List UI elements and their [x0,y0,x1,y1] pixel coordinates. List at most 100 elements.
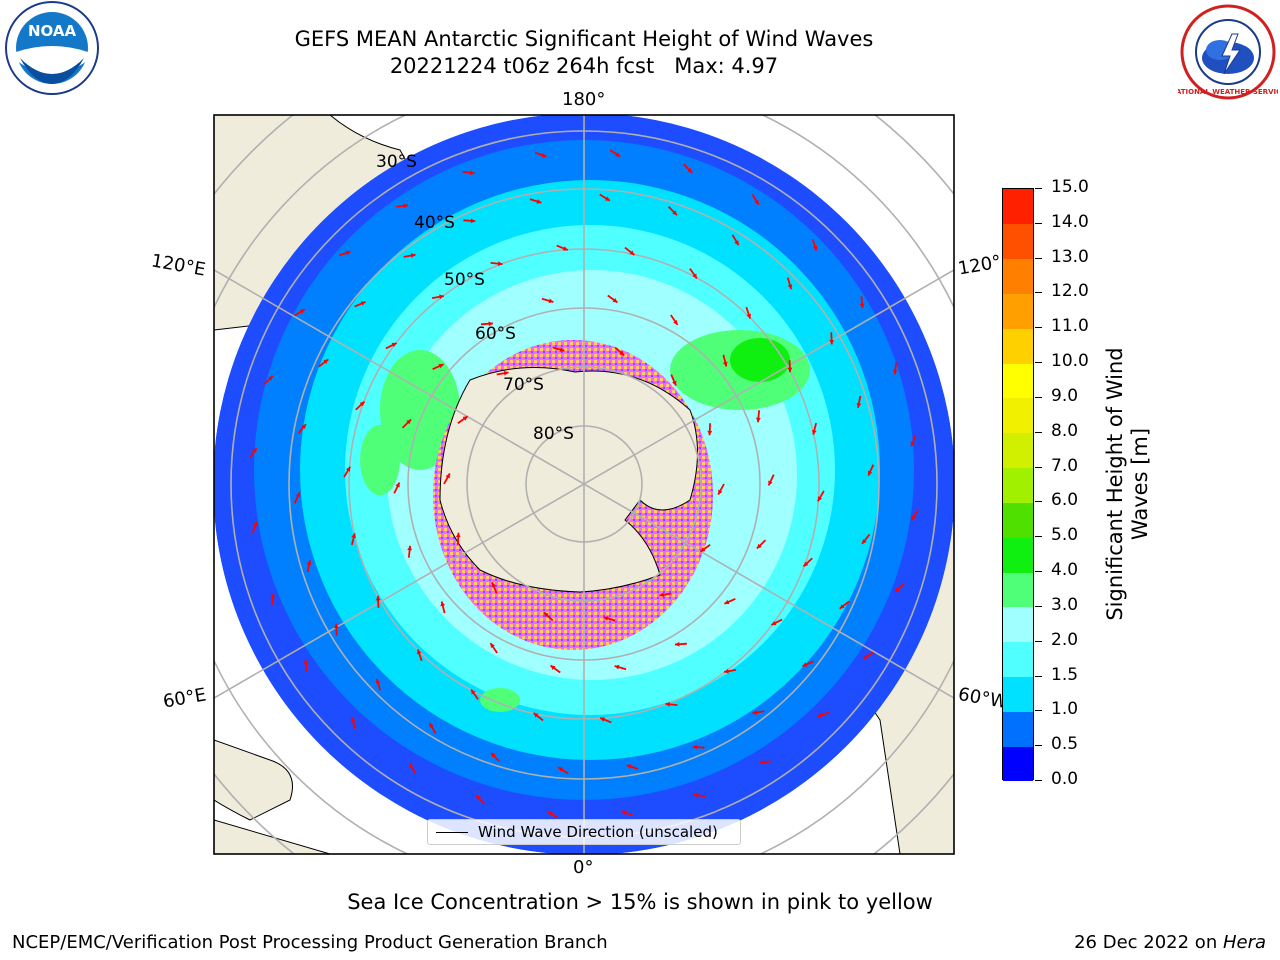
lon-label-180: 180° [562,89,606,110]
colorbar-tick-mark [1035,536,1042,538]
wave-arrow-head [803,561,809,567]
wave-arrow-head [614,664,620,670]
colorbar-segment [1003,397,1033,434]
wave-arrow-head [469,170,475,176]
wave-arrow-head [619,350,625,356]
wave-arrow-head [752,710,758,715]
wave-arrow-head [268,375,273,381]
wave-arrow-head [503,370,509,376]
colorbar-segment [1003,328,1033,364]
wave-arrow-head [895,587,900,593]
colorbar-tick-label: 10.0 [1051,351,1089,372]
colorbar-tick-label: 11.0 [1051,316,1089,337]
wave-arrow-head [548,298,554,304]
wave-arrow-head [488,321,494,327]
wave-arrow-head [406,419,412,425]
wave-arrow-head [491,752,496,758]
wave-arrow-head [471,689,476,695]
legend-label: Wind Wave Direction (unscaled) [478,823,718,841]
wave-arrow-head [491,582,496,588]
wave-arrow-head [756,543,762,549]
footer-date: 26 Dec 2022 on Hera [1074,932,1266,953]
lat-label-80s: 80°S [533,424,574,444]
colorbar-segment [1003,223,1033,260]
colorbar-tick-label: 1.0 [1051,699,1079,720]
colorbar-tick-label: 0.5 [1051,734,1079,755]
colorbar-tick-label: 3.0 [1051,594,1079,615]
wave-arrow-head [892,369,898,375]
map-legend: Wind Wave Direction (unscaled) [427,819,741,845]
wave-arrow-head [497,261,503,267]
wave-arrow-head [672,380,677,386]
colorbar-segment [1003,363,1033,399]
wave-arrow-head [559,347,565,352]
wave-arrow-head [754,199,759,205]
wave-arrow-head [862,538,867,544]
wave-arrow-head [863,654,869,659]
wave-arrow-head [252,521,258,527]
lat-label-30s: 30°S [376,152,417,172]
colorbar-segment [1003,467,1033,503]
colorbar-tick-label: 13.0 [1051,246,1089,267]
colorbar-tick-mark [1035,571,1042,573]
colorbar-segment [1003,641,1033,678]
wave-arrow-head [687,168,693,173]
wave-arrow-head [303,659,309,665]
colorbar-tick-mark [1035,675,1042,677]
wave-arrow-head [462,416,468,421]
wave-arrow-head [455,532,461,538]
colorbar-tick-label: 14.0 [1051,211,1089,232]
wave-arrow-head [718,489,723,495]
colorbar-tick-mark [1035,188,1042,189]
colorbar-segment [1003,746,1033,782]
chart-title: GEFS MEAN Antarctic Significant Height o… [294,27,874,51]
legend-line-icon [436,832,468,833]
wave-arrow-head [811,429,817,435]
wave-arrow-head [299,309,305,314]
wave-arrow-head [429,722,434,728]
wave-arrow-head [771,620,777,626]
wave-arrow-head [270,593,276,599]
wave-arrow-head [626,764,632,769]
colorbar-tick-label: 15.0 [1051,177,1089,197]
colorbar-tick-mark [1035,710,1042,712]
wave-arrow-head [673,319,678,325]
wave-arrow-head [787,367,793,373]
wave-arrow-head [674,641,680,647]
colorbar-tick-mark [1035,745,1042,747]
wave-arrow-head [817,496,823,502]
colorbar-tick-label: 12.0 [1051,281,1089,302]
wave-arrow-head [439,294,444,300]
wave-arrow-head [700,547,706,552]
colorbar-tick-mark [1035,257,1042,259]
wave-arrow-head [416,649,422,655]
wave-arrow-head [867,470,873,476]
wave-arrow-head [350,717,356,723]
colorbar-segment [1003,537,1033,573]
colorbar-tick-mark [1035,640,1042,642]
colorbar-tick-mark [1035,501,1042,503]
wave-arrow-head [768,480,773,486]
wave-arrow-head [490,643,495,649]
wave-arrow-head [541,152,547,158]
colorbar-segment [1003,258,1033,294]
wave-arrow-head [345,466,351,472]
wave-arrow-head [323,359,329,364]
wave-arrow-head [533,713,539,718]
wave-arrow-head [812,245,818,251]
colorbar-tick-label: 1.5 [1051,664,1079,685]
footer-credit: NCEP/EMC/Verification Post Processing Pr… [12,932,608,953]
wave-arrow-head [672,210,677,216]
colorbar-tick-label: 6.0 [1051,490,1079,511]
wave-arrow-head [359,401,365,407]
wave-arrow-head [755,417,761,423]
wave-arrow-head [911,515,916,521]
wave-arrow-head [252,447,257,453]
nws-logo: NATIONAL WEATHER SERVICE [1178,4,1278,100]
lon-label-0: 0° [573,857,594,878]
wave-arrow-head [600,717,606,722]
wave-arrow-head [470,218,476,224]
colorbar-tick-mark [1035,605,1042,607]
wave-arrow-head [360,301,366,306]
colorbar-label: Significant Height of Wind Waves [m] [1103,324,1153,644]
